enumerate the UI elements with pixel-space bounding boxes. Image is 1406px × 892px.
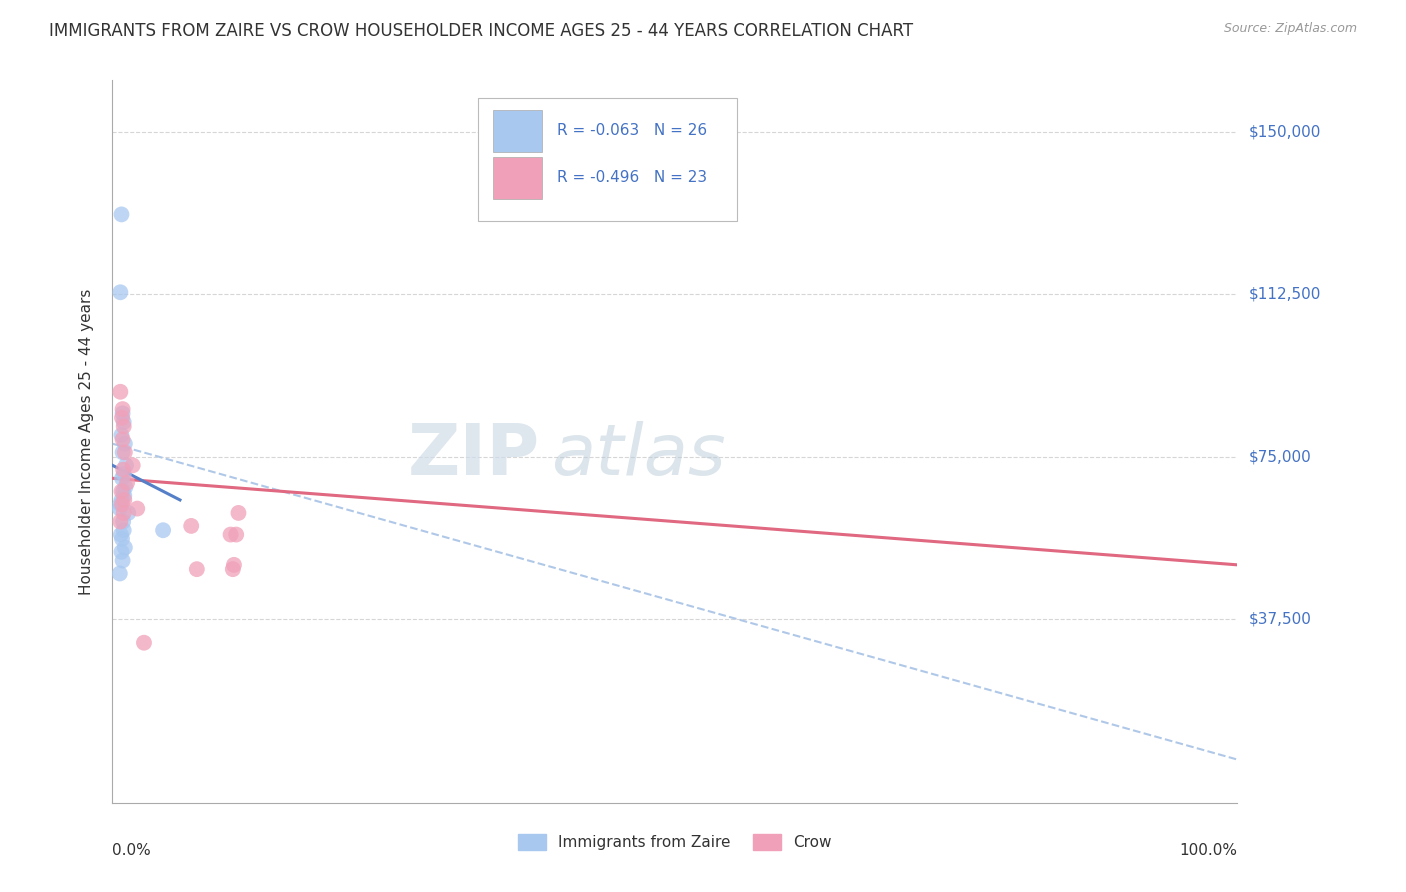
Point: [117, 506, 139, 520]
Point: [112, 489, 135, 503]
Point: [111, 532, 134, 546]
Point: [112, 415, 135, 429]
Y-axis label: Householder Income Ages 25 - 44 years: Householder Income Ages 25 - 44 years: [79, 288, 94, 595]
FancyBboxPatch shape: [492, 156, 543, 199]
Point: [114, 480, 136, 494]
Point: [112, 492, 135, 507]
Point: [110, 527, 132, 541]
Point: [121, 458, 143, 473]
Text: $75,000: $75,000: [1249, 450, 1312, 464]
Point: [112, 506, 135, 520]
Point: [112, 467, 135, 481]
Point: [110, 428, 132, 442]
Point: [152, 523, 174, 537]
Point: [111, 406, 134, 420]
Point: [112, 419, 135, 434]
Point: [115, 458, 138, 473]
Text: atlas: atlas: [551, 422, 725, 491]
Point: [186, 562, 208, 576]
FancyBboxPatch shape: [492, 110, 543, 153]
Point: [111, 471, 134, 485]
Point: [114, 436, 136, 450]
Text: IMMIGRANTS FROM ZAIRE VS CROW HOUSEHOLDER INCOME AGES 25 - 44 YEARS CORRELATION : IMMIGRANTS FROM ZAIRE VS CROW HOUSEHOLDE…: [49, 22, 914, 40]
Point: [132, 636, 155, 650]
Point: [110, 515, 132, 529]
Point: [111, 410, 134, 425]
Point: [110, 484, 132, 499]
Point: [219, 527, 242, 541]
Point: [112, 463, 135, 477]
FancyBboxPatch shape: [478, 98, 737, 221]
Point: [112, 523, 135, 537]
Point: [112, 515, 135, 529]
Point: [225, 527, 247, 541]
Point: [180, 519, 202, 533]
Text: $112,500: $112,500: [1249, 287, 1320, 301]
Text: Source: ZipAtlas.com: Source: ZipAtlas.com: [1223, 22, 1357, 36]
Text: R = -0.063   N = 26: R = -0.063 N = 26: [557, 123, 707, 138]
Text: R = -0.496   N = 23: R = -0.496 N = 23: [557, 170, 707, 186]
Point: [110, 207, 132, 221]
Point: [111, 497, 134, 511]
Point: [114, 541, 136, 555]
Text: $37,500: $37,500: [1249, 611, 1312, 626]
Point: [110, 497, 132, 511]
Point: [112, 484, 135, 499]
Legend: Immigrants from Zaire, Crow: Immigrants from Zaire, Crow: [512, 829, 838, 856]
Point: [222, 562, 245, 576]
Point: [228, 506, 250, 520]
Point: [110, 545, 132, 559]
Text: ZIP: ZIP: [408, 422, 540, 491]
Point: [110, 384, 132, 399]
Point: [108, 501, 131, 516]
Point: [108, 566, 131, 581]
Point: [127, 501, 149, 516]
Point: [111, 445, 134, 459]
Point: [111, 553, 134, 567]
Point: [111, 433, 134, 447]
Point: [115, 475, 138, 490]
Point: [110, 285, 132, 300]
Point: [110, 492, 132, 507]
Text: 0.0%: 0.0%: [112, 843, 152, 857]
Point: [111, 402, 134, 417]
Text: 100.0%: 100.0%: [1180, 843, 1237, 857]
Text: $150,000: $150,000: [1249, 125, 1320, 140]
Point: [114, 445, 136, 459]
Point: [222, 558, 245, 572]
